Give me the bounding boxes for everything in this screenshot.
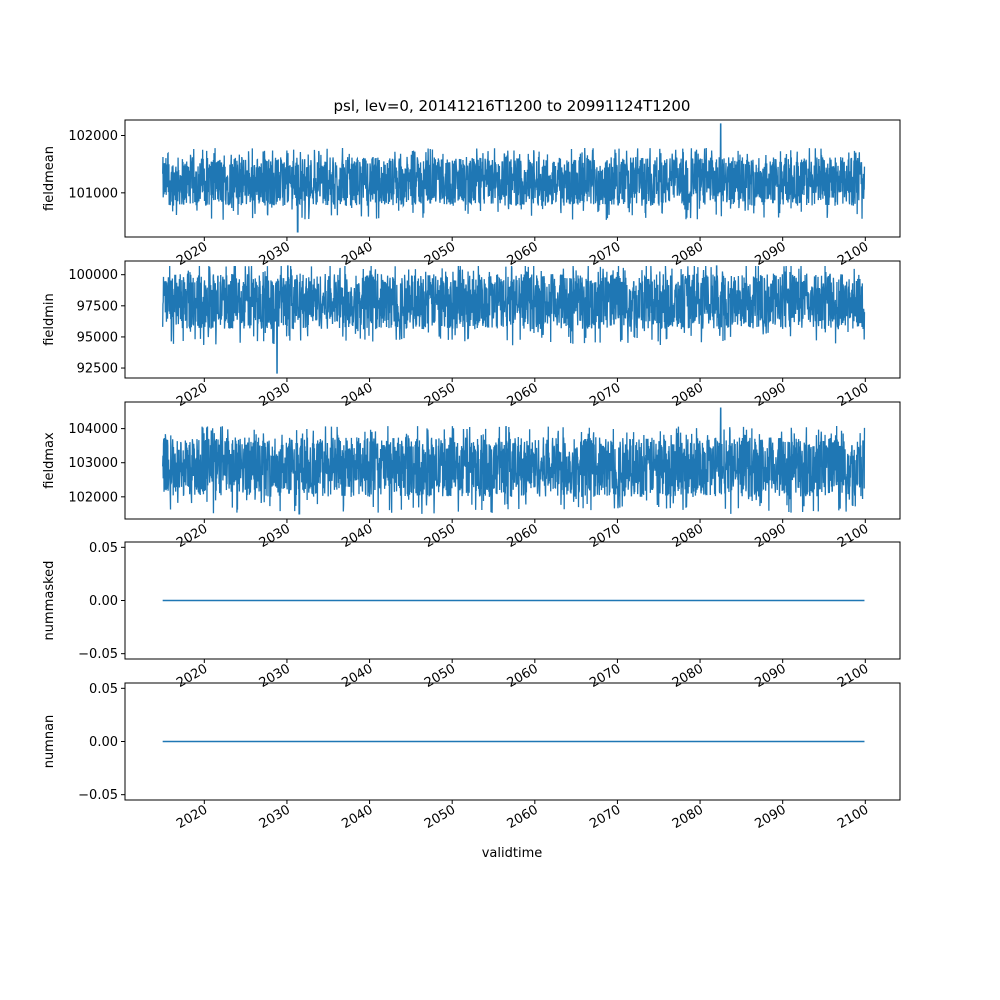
x-tick-label-fieldmean: 2020: [174, 239, 210, 269]
y-tick-label-fieldmax: 102000: [68, 490, 118, 505]
x-tick-label-fieldmean: 2070: [587, 239, 623, 269]
axes-frame-fieldmean: [124, 119, 901, 238]
x-tick-label-fieldmean: 2080: [670, 239, 706, 269]
x-tick-label-fieldmin: 2030: [257, 380, 293, 410]
x-tick-label-fieldmin: 2060: [505, 380, 541, 410]
x-tick-label-fieldmean: 2060: [505, 239, 541, 269]
y-tick-label-fieldmin: 97500: [77, 299, 118, 314]
x-tick-label-fieldmax: 2070: [587, 521, 623, 551]
x-tick-label-fieldmean: 2090: [753, 239, 789, 269]
y-tick-label-nummasked: −0.05: [78, 647, 118, 662]
x-tick-label-fieldmean: 2040: [339, 239, 375, 269]
x-axis-label: validtime: [482, 846, 543, 861]
x-tick-label-numnan: 2100: [835, 802, 871, 832]
y-tick-label-nummasked: 0.05: [89, 541, 118, 556]
x-tick-label-nummasked: 2040: [339, 661, 375, 691]
chart-title: psl, lev=0, 20141216T1200 to 20991124T12…: [334, 97, 691, 115]
x-tick-label-fieldmin: 2020: [174, 380, 210, 410]
x-tick-label-nummasked: 2020: [174, 661, 210, 691]
y-tick-label-fieldmean: 101000: [68, 186, 118, 201]
x-tick-label-numnan: 2040: [339, 802, 375, 832]
panel-fieldmax: 102000 103000 104000 fieldmax 2020 2030 2040 20…: [42, 401, 901, 551]
x-tick-label-fieldmax: 2030: [257, 521, 293, 551]
x-tick-label-fieldmax: 2060: [505, 521, 541, 551]
x-tick-label-fieldmax: 2040: [339, 521, 375, 551]
x-tick-label-numnan: 2050: [422, 802, 458, 832]
y-axis-label-fieldmin: fieldmin: [42, 293, 57, 346]
x-tick-label-fieldmin: 2080: [670, 380, 706, 410]
y-axis-label-fieldmean: fieldmean: [42, 146, 57, 211]
y-axis-label-numnan: numnan: [42, 715, 57, 769]
panel-nummasked: −0.05 0.00 0.05 nummasked 2020 2030 2040 2050 20…: [42, 541, 901, 691]
y-axis-label-nummasked: nummasked: [42, 561, 57, 641]
panel-numnan: −0.05 0.00 0.05 numnan 2020 2030 2040 2050 2060 2…: [42, 682, 901, 832]
x-tick-label-fieldmax: 2020: [174, 521, 210, 551]
y-tick-label-fieldmax: 103000: [68, 456, 118, 471]
x-tick-label-numnan: 2070: [587, 802, 623, 832]
x-tick-label-nummasked: 2080: [670, 661, 706, 691]
y-tick-label-numnan: −0.05: [78, 788, 118, 803]
y-tick-label-fieldmin: 92500: [77, 362, 118, 377]
x-tick-label-nummasked: 2050: [422, 661, 458, 691]
x-tick-label-fieldmax: 2100: [835, 521, 871, 551]
panel-fieldmean: 101000 102000 fieldmean 2020 2030 2040 2050 206…: [42, 119, 901, 269]
y-tick-label-fieldmean: 102000: [68, 129, 118, 144]
y-tick-label-fieldmax: 104000: [68, 422, 118, 437]
x-tick-label-fieldmax: 2090: [753, 521, 789, 551]
x-tick-label-numnan: 2060: [505, 802, 541, 832]
series-line-fieldmin: [162, 265, 866, 374]
x-tick-label-fieldmax: 2080: [670, 521, 706, 551]
series-line-fieldmean: [162, 123, 866, 233]
x-tick-label-fieldmin: 2050: [422, 380, 458, 410]
x-tick-label-fieldmean: 2030: [257, 239, 293, 269]
x-tick-label-fieldmean: 2100: [835, 239, 871, 269]
x-tick-label-nummasked: 2070: [587, 661, 623, 691]
y-axis-label-fieldmax: fieldmax: [42, 432, 57, 489]
series-line-fieldmax: [162, 407, 866, 515]
x-tick-label-nummasked: 2030: [257, 661, 293, 691]
y-tick-label-numnan: 0.05: [89, 682, 118, 697]
x-tick-label-fieldmin: 2040: [339, 380, 375, 410]
axes-frame-fieldmax: [124, 401, 901, 520]
x-tick-label-numnan: 2090: [753, 802, 789, 832]
y-tick-label-numnan: 0.00: [89, 735, 118, 750]
x-tick-label-fieldmean: 2050: [422, 239, 458, 269]
x-tick-label-fieldmin: 2070: [587, 380, 623, 410]
x-tick-label-numnan: 2030: [257, 802, 293, 832]
axes-frame-fieldmin: [124, 260, 901, 379]
x-tick-label-fieldmax: 2050: [422, 521, 458, 551]
y-tick-label-nummasked: 0.00: [89, 594, 118, 609]
x-tick-label-nummasked: 2060: [505, 661, 541, 691]
x-tick-label-fieldmin: 2090: [753, 380, 789, 410]
x-tick-label-fieldmin: 2100: [835, 380, 871, 410]
y-tick-label-fieldmin: 100000: [68, 268, 118, 283]
panel-fieldmin: 92500 95000 97500 100000 fieldmin 2020 2030 204…: [42, 260, 901, 410]
x-tick-label-nummasked: 2100: [835, 661, 871, 691]
x-tick-label-numnan: 2080: [670, 802, 706, 832]
y-tick-label-fieldmin: 95000: [77, 330, 118, 345]
x-tick-label-numnan: 2020: [174, 802, 210, 832]
x-tick-label-nummasked: 2090: [753, 661, 789, 691]
